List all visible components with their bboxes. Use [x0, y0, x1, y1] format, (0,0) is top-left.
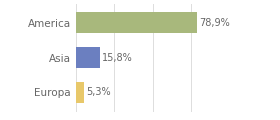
- Text: 15,8%: 15,8%: [102, 53, 133, 63]
- Text: 5,3%: 5,3%: [86, 87, 111, 97]
- Bar: [76, 82, 84, 103]
- Bar: [76, 12, 197, 33]
- Text: 78,9%: 78,9%: [199, 18, 230, 28]
- Bar: [76, 47, 100, 68]
